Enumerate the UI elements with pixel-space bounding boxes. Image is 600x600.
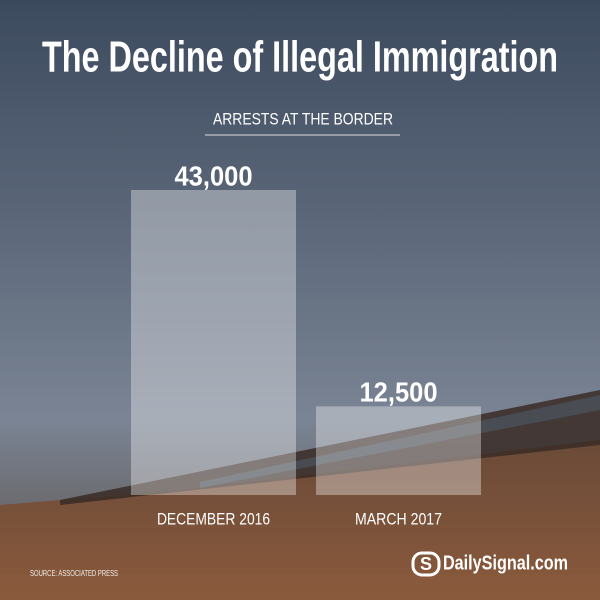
chart-title: The Decline of Illegal Immigration [42,33,558,82]
value-label: 43,000 [175,160,253,191]
brand: DailySignal.com [443,552,568,574]
bar [316,406,481,495]
source-note: SOURCE: ASSOCIATED PRESS [30,569,118,578]
value-label: 12,500 [360,377,438,408]
logo: S [420,554,432,574]
ground [0,440,600,600]
fence [60,390,600,505]
logo-frame [411,551,441,577]
category-label: MARCH 2017 [355,509,442,528]
fence-top [200,395,600,488]
road [0,575,600,600]
category-label: DECEMBER 2016 [157,509,270,528]
chart-subtitle: ARRESTS AT THE BORDER [213,109,393,128]
bar [131,190,296,495]
